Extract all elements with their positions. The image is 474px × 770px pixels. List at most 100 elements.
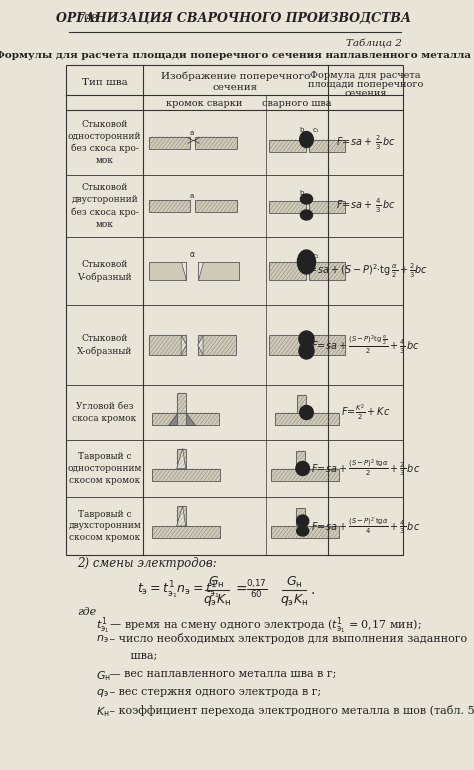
Bar [309,139,345,152]
Text: – число необходимых электродов для выполнения заданного: – число необходимых электродов для выпол… [106,633,467,644]
Bar [271,526,339,538]
Bar [153,468,220,480]
Bar [270,335,306,355]
Bar [271,468,339,480]
Bar [296,508,305,526]
Ellipse shape [296,461,310,476]
Bar [270,201,306,213]
Polygon shape [186,413,195,424]
Polygon shape [198,262,203,280]
Text: $G_{\mathrm{н}}$: $G_{\mathrm{н}}$ [96,669,111,683]
Text: $t_{\mathregular{э}} = t^{\mathregular{1}}_{\mathregular{э_1}} n_{\mathregular{э: $t_{\mathregular{э}} = t^{\mathregular{1… [137,579,220,601]
Text: шва;: шва; [106,651,157,661]
Text: $t^1_{\mathrm{э}_1}$: $t^1_{\mathrm{э}_1}$ [96,615,109,636]
Text: сечения: сечения [344,89,387,98]
Bar [149,335,186,355]
Bar [198,335,236,355]
Polygon shape [198,335,203,355]
Text: кромок сварки: кромок сварки [166,99,243,108]
Bar [297,394,307,413]
Ellipse shape [300,406,313,420]
Polygon shape [177,448,186,468]
Ellipse shape [299,331,314,347]
Text: Формулы для расчета площади поперечного сечения наплавленного металла: Формулы для расчета площади поперечного … [0,51,471,60]
Bar [309,201,345,213]
Text: $q_{\mathregular{э}}K_{\mathregular{н}}$: $q_{\mathregular{э}}K_{\mathregular{н}}$ [280,592,309,608]
Text: Таблица 2: Таблица 2 [346,38,401,48]
Bar [149,136,190,149]
Text: a: a [190,193,194,199]
Text: $F\!=\!sa+\,\frac{2}{3}\,bc$: $F\!=\!sa+\,\frac{2}{3}\,bc$ [336,133,395,152]
Bar [177,448,186,468]
Text: $G_{\mathregular{н}}$: $G_{\mathregular{н}}$ [286,574,303,590]
Ellipse shape [297,526,309,536]
Bar [270,139,306,152]
Text: — вес наплавленного металла шва в г;: — вес наплавленного металла шва в г; [106,669,336,679]
Text: $F\!=\!sa+\,\frac{4}{3}\,bc$: $F\!=\!sa+\,\frac{4}{3}\,bc$ [336,197,395,215]
Text: $K_{\mathrm{н}}$: $K_{\mathrm{н}}$ [96,705,109,719]
Polygon shape [177,506,186,526]
Text: $\frac{0{,}17}{60}$: $\frac{0{,}17}{60}$ [246,579,267,601]
Bar [153,413,219,424]
Text: b: b [300,253,304,259]
Text: $n_{\mathrm{э}}$: $n_{\mathrm{э}}$ [96,633,109,644]
Text: – вес стержня одного электрода в г;: – вес стержня одного электрода в г; [106,687,321,697]
Text: где: где [77,607,96,617]
Text: $F\!=\!sa+\frac{(S-P)^{2}\mathrm{tg}\,\frac{\alpha}{2}}{2}+\frac{4}{3}\,bc$: $F\!=\!sa+\frac{(S-P)^{2}\mathrm{tg}\,\f… [311,334,420,357]
Text: α: α [189,250,194,259]
Text: c₁: c₁ [312,253,319,259]
Text: .: . [310,583,315,597]
Text: Стыковой
Х-образный: Стыковой Х-образный [77,334,132,356]
Polygon shape [149,262,186,280]
Text: Стыковой
односторонний
без скоса кро-
мок: Стыковой односторонний без скоса кро- мо… [68,120,141,165]
Text: Тавровый с
односторонним
скосом кромок: Тавровый с односторонним скосом кромок [67,452,142,485]
Text: c₁: c₁ [312,126,319,132]
Ellipse shape [297,250,316,274]
Text: b: b [300,190,304,196]
Bar [153,526,220,538]
Bar [270,262,306,280]
Text: $F\!=\!sa+\frac{(S-P)^{2}\,\mathrm{tg}\alpha}{4}+\frac{4}{3}\,bc$: $F\!=\!sa+\frac{(S-P)^{2}\,\mathrm{tg}\a… [311,515,420,537]
Ellipse shape [300,132,313,148]
Ellipse shape [301,210,312,220]
Bar [177,393,186,413]
Text: $q_{\mathregular{э}}K_{\mathregular{н}}$: $q_{\mathregular{э}}K_{\mathregular{н}}$ [202,592,231,608]
Text: ОРГАНИЗАЦИЯ СВАРОЧНОГО ПРОИЗВОДСТВА: ОРГАНИЗАЦИЯ СВАРОЧНОГО ПРОИЗВОДСТВА [55,12,411,25]
Bar [149,200,190,212]
Bar [177,506,186,526]
Bar [195,136,237,149]
Text: Стыковой
V-образный: Стыковой V-образный [77,260,132,282]
Text: площади поперечного: площади поперечного [308,79,423,89]
Bar [309,262,345,280]
Bar [296,450,305,468]
Text: $G_{\mathregular{н}}$: $G_{\mathregular{н}}$ [209,574,225,590]
Ellipse shape [301,194,312,204]
Polygon shape [168,413,177,424]
Text: Тавровый с
двухсторонним
скосом кромок: Тавровый с двухсторонним скосом кромок [68,510,141,542]
Text: $q_{\mathrm{э}}$: $q_{\mathrm{э}}$ [96,687,109,699]
Polygon shape [181,262,186,280]
Bar [309,335,345,355]
Text: сварного шва: сварного шва [262,99,331,108]
Text: 2) смены электродов:: 2) смены электродов: [77,557,217,570]
Text: Тип шва: Тип шва [82,78,128,86]
Text: 708: 708 [77,14,98,24]
Text: – коэффициент перехода электродного металла в шов (табл. 5).: – коэффициент перехода электродного мета… [106,705,474,716]
Text: Стыковой
двусторонний
без скоса кро-
мок: Стыковой двусторонний без скоса кро- мок [71,183,138,229]
Bar [195,200,237,212]
Polygon shape [181,335,186,355]
Text: a: a [190,129,194,136]
Bar [275,413,339,424]
Text: $F\!=\!sa+(S-P)^{2}{\cdot}\mathrm{tg}\,\frac{\alpha}{2}+\frac{2}{3}bc$: $F\!=\!sa+(S-P)^{2}{\cdot}\mathrm{tg}\,\… [303,262,428,280]
Text: Изображение поперечного: Изображение поперечного [161,72,310,81]
Text: — время на смену одного электрода ($t^1_{\mathrm{э}_1}$ = 0,17 мин);: — время на смену одного электрода ($t^1_… [106,615,421,636]
Ellipse shape [297,515,309,527]
Text: сечения: сечения [213,82,258,92]
Text: $F\!=\!sa+\frac{(S-P)^{2}\,\mathrm{tg}\alpha}{2}+\frac{2}{3}\,bc$: $F\!=\!sa+\frac{(S-P)^{2}\,\mathrm{tg}\a… [311,458,420,479]
Polygon shape [198,262,239,280]
Text: =: = [236,583,247,597]
Ellipse shape [299,343,314,359]
Text: Угловой без
скоса кромок: Угловой без скоса кромок [73,402,137,423]
Text: b: b [300,126,304,132]
Text: Формула для расчета: Формула для расчета [310,71,420,79]
